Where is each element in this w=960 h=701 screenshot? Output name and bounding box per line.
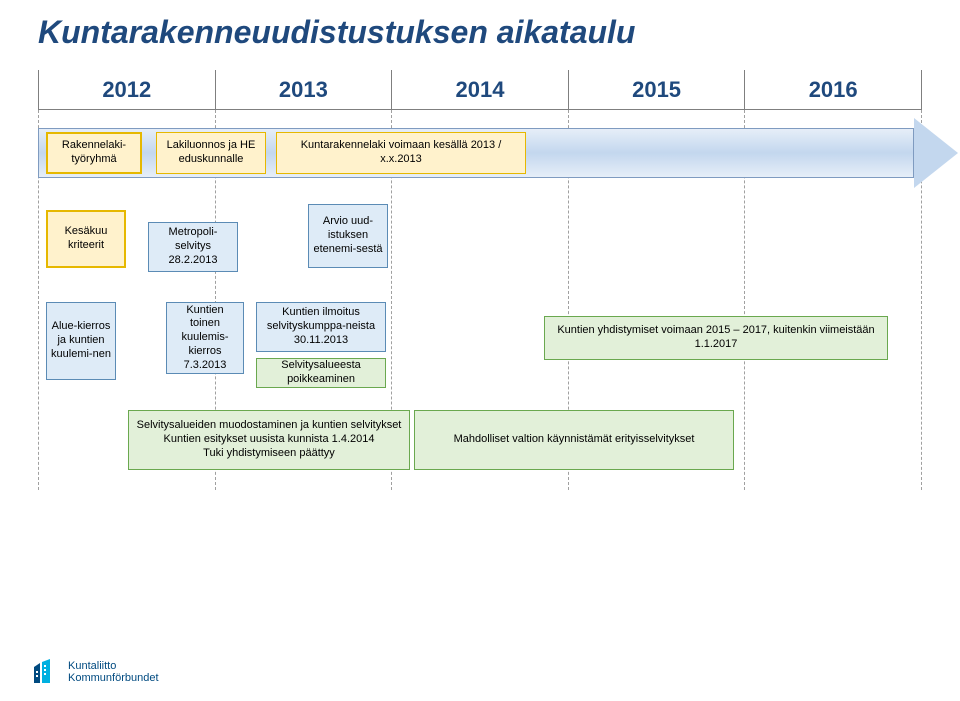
box-aluekierros: Alue-kierros ja kuntien kuulemi-nen [46, 302, 116, 380]
box-mahdolliset: Mahdolliset valtion käynnistämät erityis… [414, 410, 734, 470]
box-ilmoitus: Kuntien ilmoitus selvityskumppa-neista 3… [256, 302, 386, 352]
logo-icon [30, 657, 60, 687]
box-muodostaminen: Selvitysalueiden muodostaminen ja kuntie… [128, 410, 410, 470]
logo-text: Kuntaliitto Kommunförbundet [68, 660, 159, 684]
footer-logo: Kuntaliitto Kommunförbundet [30, 657, 159, 687]
arrow-head-icon [914, 118, 958, 188]
page-title: Kuntarakenneuudistustuksen aikataulu [0, 0, 960, 51]
year-2016: 2016 [745, 70, 922, 109]
box-metropoli: Metropoli-selvitys 28.2.2013 [148, 222, 238, 272]
box-arvio: Arvio uud-istuksen etenemi-sestä [308, 204, 388, 268]
box-toinen: Kuntien toinen kuulemis-kierros 7.3.2013 [166, 302, 244, 374]
logo-line1: Kuntaliitto [68, 660, 159, 672]
box-poikkeaminen: Selvitysalueesta poikkeaminen [256, 358, 386, 388]
box-yhdistymiset: Kuntien yhdistymiset voimaan 2015 – 2017… [544, 316, 888, 360]
box-kesakuu: Kesäkuu kriteerit [46, 210, 126, 268]
box-lakiluonnos: Lakiluonnos ja HE eduskunnalle [156, 132, 266, 174]
box-rakennelaki: Rakennelaki-työryhmä [46, 132, 142, 174]
logo-line2: Kommunförbundet [68, 672, 159, 684]
year-2012: 2012 [38, 70, 216, 109]
year-2014: 2014 [392, 70, 569, 109]
box-voimaan: Kuntarakennelaki voimaan kesällä 2013 / … [276, 132, 526, 174]
year-2015: 2015 [569, 70, 746, 109]
year-2013: 2013 [216, 70, 393, 109]
year-row: 2012 2013 2014 2015 2016 [38, 70, 922, 110]
